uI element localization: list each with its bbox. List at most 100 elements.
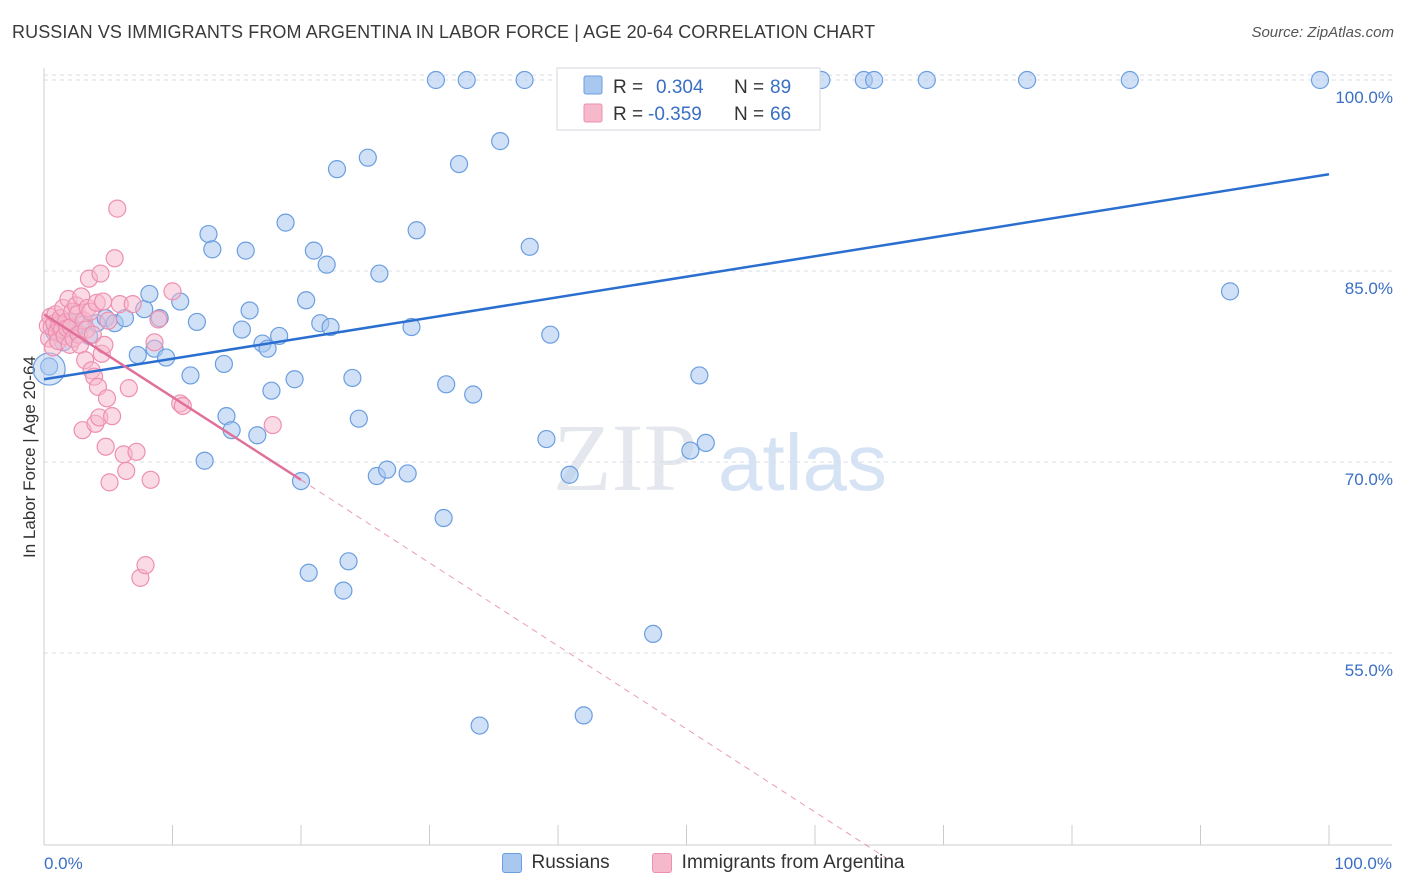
argentina-point (108, 199, 127, 218)
x-ticks (43, 825, 1330, 845)
russians-point (195, 451, 214, 470)
russians-point (349, 409, 368, 428)
russians-point (187, 312, 207, 332)
russians-point (449, 154, 469, 174)
russians-point (643, 624, 663, 644)
russians-points (32, 70, 1330, 735)
source-label: Source: ZipAtlas.com (1251, 24, 1394, 41)
russians-point (464, 385, 483, 404)
legend-n-label-1: N = (734, 77, 764, 98)
y-tick-labels: 100.0% 85.0% 70.0% 55.0% (1335, 88, 1393, 680)
legend-n-label-2: N = (734, 104, 764, 125)
legend-n-value-2: 66 (770, 104, 791, 125)
russians-point (398, 464, 417, 483)
argentina-point (100, 473, 119, 492)
russians-point (1017, 70, 1037, 90)
legend-r-label-1: R = (613, 77, 643, 98)
russians-point (457, 70, 476, 90)
argentina-label: Immigrants from Argentina (681, 852, 905, 873)
russians-trend-line (43, 172, 1330, 381)
series-legend: Russians Immigrants from Argentina (0, 852, 1406, 874)
legend-r-label-2: R = (613, 104, 643, 125)
russians-point (128, 345, 147, 365)
argentina-point (117, 461, 136, 481)
argentina-point (141, 470, 160, 489)
russians-point (541, 325, 560, 344)
russians-swatch (501, 853, 522, 873)
argentina-trend-extension (300, 479, 893, 863)
legend-swatch-russians (583, 75, 603, 95)
russians-point (297, 291, 316, 310)
argentina-point (149, 310, 168, 329)
russians-point (537, 429, 556, 449)
russians-point (434, 508, 453, 528)
argentina-point (97, 389, 117, 408)
russians-point (236, 241, 255, 260)
russians-point (574, 706, 593, 725)
trend-lines (43, 172, 1330, 863)
russians-point (917, 70, 936, 90)
argentina-point (263, 415, 282, 435)
russians-point (560, 465, 579, 484)
argentina-point (163, 282, 182, 301)
y-tick-label: 85.0% (1345, 279, 1393, 298)
argentina-swatch (651, 853, 672, 873)
argentina-trend-line (43, 313, 302, 481)
russians-point (276, 213, 295, 232)
axes (43, 68, 1392, 846)
russians-point-large (32, 352, 66, 386)
argentina-point (145, 333, 164, 352)
russians-point (515, 70, 534, 90)
russians-point (40, 357, 59, 376)
russians-point (327, 160, 347, 179)
argentina-point (136, 556, 155, 575)
x-tick-label-max: 100.0% (1334, 854, 1392, 873)
russians-point (1120, 70, 1139, 90)
argentina-points (38, 199, 282, 587)
russians-point (370, 264, 389, 283)
legend-swatch-argentina (583, 103, 603, 123)
argentina-point (83, 325, 102, 344)
argentina-point (103, 407, 122, 426)
russians-point (240, 301, 259, 320)
watermark-atlas: atlas (718, 418, 887, 507)
russians-point (317, 255, 336, 274)
russians-point (343, 368, 362, 388)
russians-point (402, 317, 421, 337)
russians-point (203, 240, 222, 259)
russians-point (407, 221, 426, 240)
russians-point (214, 354, 233, 374)
russians-point (1310, 70, 1330, 90)
argentina-point (105, 249, 124, 268)
argentina-point (94, 292, 113, 311)
legend-r-value-1: 0.304 (656, 77, 704, 98)
y-axis-title: In Labor Force | Age 20-64 (20, 356, 39, 558)
russians-point (681, 441, 700, 460)
russians-point (321, 317, 340, 337)
legend-n-value-1: 89 (770, 77, 791, 98)
y-tick-label: 55.0% (1345, 661, 1393, 680)
russians-point (491, 132, 510, 151)
russians-point (304, 241, 323, 260)
russians-point (199, 224, 218, 244)
argentina-point (119, 379, 138, 398)
chart-title: RUSSIAN VS IMMIGRANTS FROM ARGENTINA IN … (12, 22, 876, 42)
stats-legend: R = 0.304 N = 89 R = -0.359 N = 66 (556, 67, 821, 131)
russians-point (140, 284, 159, 304)
russians-point (690, 366, 709, 385)
russians-point (865, 70, 884, 90)
y-tick-label: 100.0% (1335, 88, 1393, 107)
russians-point (696, 433, 715, 452)
watermark-zip: ZIP (553, 404, 697, 511)
argentina-point (99, 311, 118, 330)
russians-point (285, 370, 304, 389)
russians-point (262, 381, 281, 400)
russians-point (339, 552, 358, 571)
russians-point (358, 148, 377, 167)
x-tick-label-min: 0.0% (44, 854, 83, 873)
argentina-point (91, 264, 110, 283)
gridlines (44, 74, 1392, 654)
russians-point (520, 237, 539, 256)
russians-point (426, 70, 446, 90)
russians-label: Russians (531, 852, 610, 873)
